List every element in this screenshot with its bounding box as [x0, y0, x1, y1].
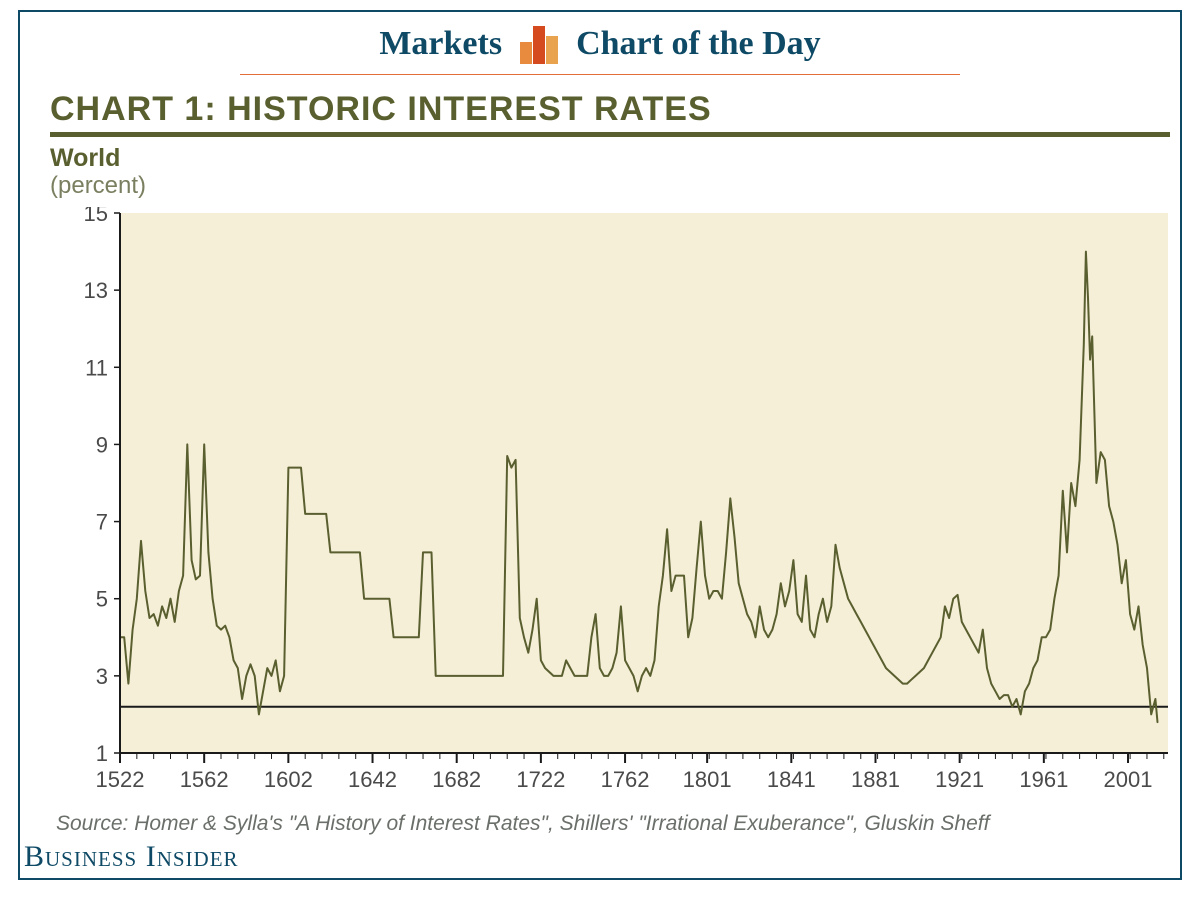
svg-text:1: 1 — [96, 741, 108, 766]
brand-business-insider: Business Insider — [24, 840, 239, 874]
svg-text:1881: 1881 — [851, 767, 900, 792]
svg-text:7: 7 — [96, 510, 108, 535]
svg-text:1722: 1722 — [516, 767, 565, 792]
bar-chart-icon — [520, 24, 558, 64]
header-markets: Markets — [379, 25, 502, 63]
svg-text:1762: 1762 — [601, 767, 650, 792]
source-attribution: Source: Homer & Sylla's "A History of In… — [56, 812, 989, 836]
svg-text:1841: 1841 — [767, 767, 816, 792]
svg-text:1602: 1602 — [264, 767, 313, 792]
header: Markets Chart of the Day — [20, 18, 1180, 74]
plot-area: 1357911131515221562160216421682172217621… — [50, 207, 1174, 797]
svg-text:15: 15 — [84, 207, 108, 226]
chart-title: CHART 1: HISTORIC INTEREST RATES — [50, 90, 712, 129]
chart-subtitle-percent: (percent) — [50, 172, 146, 200]
svg-text:2001: 2001 — [1104, 767, 1153, 792]
header-rule — [240, 74, 960, 75]
svg-text:1522: 1522 — [96, 767, 145, 792]
svg-text:9: 9 — [96, 432, 108, 457]
svg-text:1682: 1682 — [432, 767, 481, 792]
svg-text:1921: 1921 — [935, 767, 984, 792]
line-chart-svg: 1357911131515221562160216421682172217621… — [50, 207, 1174, 797]
svg-text:11: 11 — [85, 355, 108, 380]
svg-text:3: 3 — [96, 664, 108, 689]
svg-text:5: 5 — [96, 587, 108, 612]
header-chart-of-the-day: Chart of the Day — [576, 25, 821, 63]
chart-subtitle-world: World — [50, 144, 120, 173]
svg-text:1801: 1801 — [683, 767, 732, 792]
svg-text:1961: 1961 — [1019, 767, 1068, 792]
outer-frame: Markets Chart of the Day CHART 1: HISTOR… — [18, 10, 1182, 880]
title-rule — [50, 132, 1170, 137]
svg-text:1562: 1562 — [180, 767, 229, 792]
svg-text:1642: 1642 — [348, 767, 397, 792]
svg-text:13: 13 — [84, 278, 108, 303]
